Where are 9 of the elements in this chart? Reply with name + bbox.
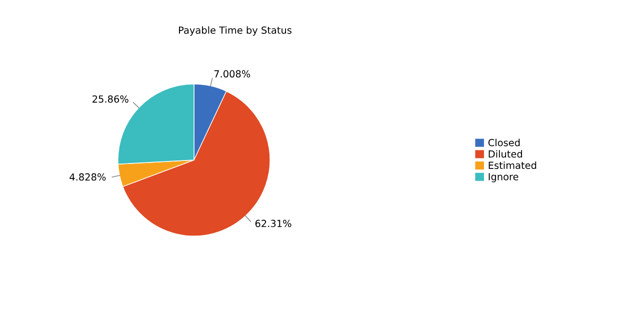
legend-label: Diluted [488, 150, 522, 158]
chart-title: Payable Time by Status [179, 26, 292, 36]
legend-label: Closed [488, 138, 520, 146]
legend-label: Estimated [488, 161, 536, 169]
legend-label: Ignore [488, 173, 518, 182]
data-label: 25.86% [92, 95, 128, 103]
data-label: 7.008% [214, 70, 250, 78]
data-label: 4.828% [70, 173, 106, 181]
data-label: 62.31% [255, 220, 292, 228]
